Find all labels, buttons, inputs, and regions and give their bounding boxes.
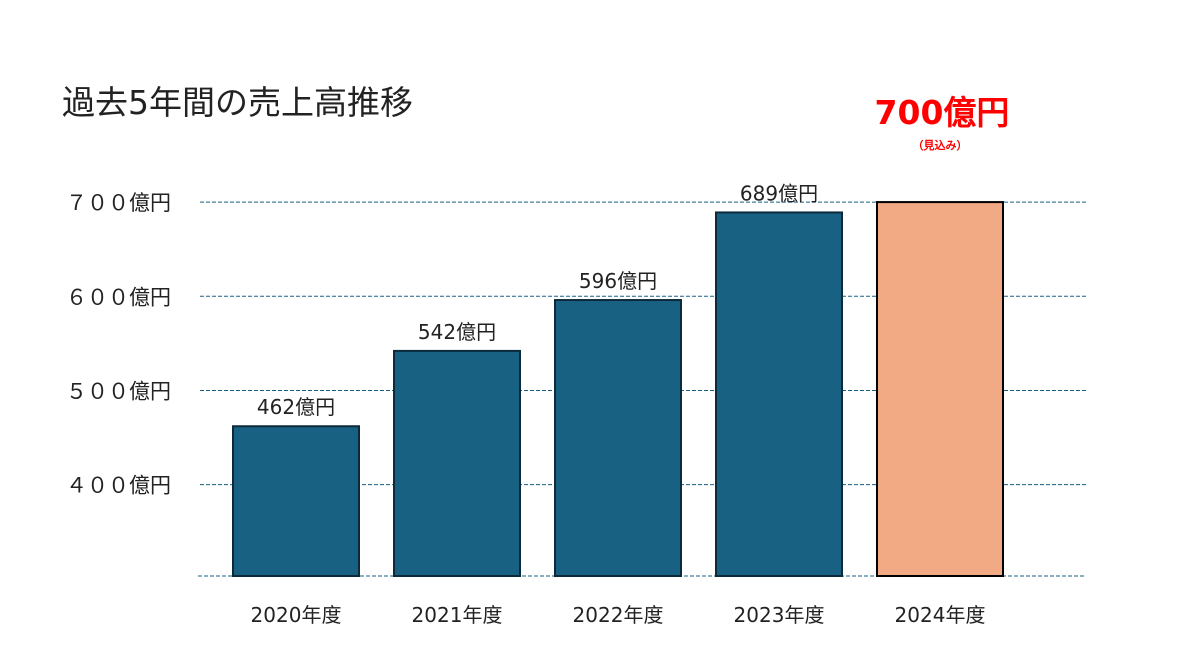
x-tick-label: 2021年度 — [412, 603, 503, 627]
bar — [232, 425, 360, 577]
data-label: 689億円 — [740, 181, 818, 205]
x-tick-label: 2023年度 — [734, 603, 825, 627]
forecast-note: （見込み） — [913, 138, 968, 152]
y-tick-label: ６００億円 — [66, 285, 171, 309]
bar — [876, 201, 1004, 577]
bar — [715, 211, 843, 577]
bar — [554, 299, 682, 577]
y-tick-label: ４００億円 — [66, 474, 171, 498]
data-label: 596億円 — [579, 269, 657, 293]
x-tick-label: 2022年度 — [573, 603, 664, 627]
data-label: 542億円 — [418, 320, 496, 344]
x-tick-label: 2020年度 — [251, 603, 342, 627]
bar — [393, 349, 521, 578]
forecast-label: 700億円 — [875, 93, 1010, 132]
x-tick-label: 2024年度 — [895, 603, 986, 627]
y-tick-label: ５００億円 — [66, 379, 171, 403]
y-tick-label: ７００億円 — [66, 191, 171, 215]
chart-title: 過去5年間の売上高推移 — [62, 83, 413, 122]
data-label: 462億円 — [257, 395, 335, 419]
